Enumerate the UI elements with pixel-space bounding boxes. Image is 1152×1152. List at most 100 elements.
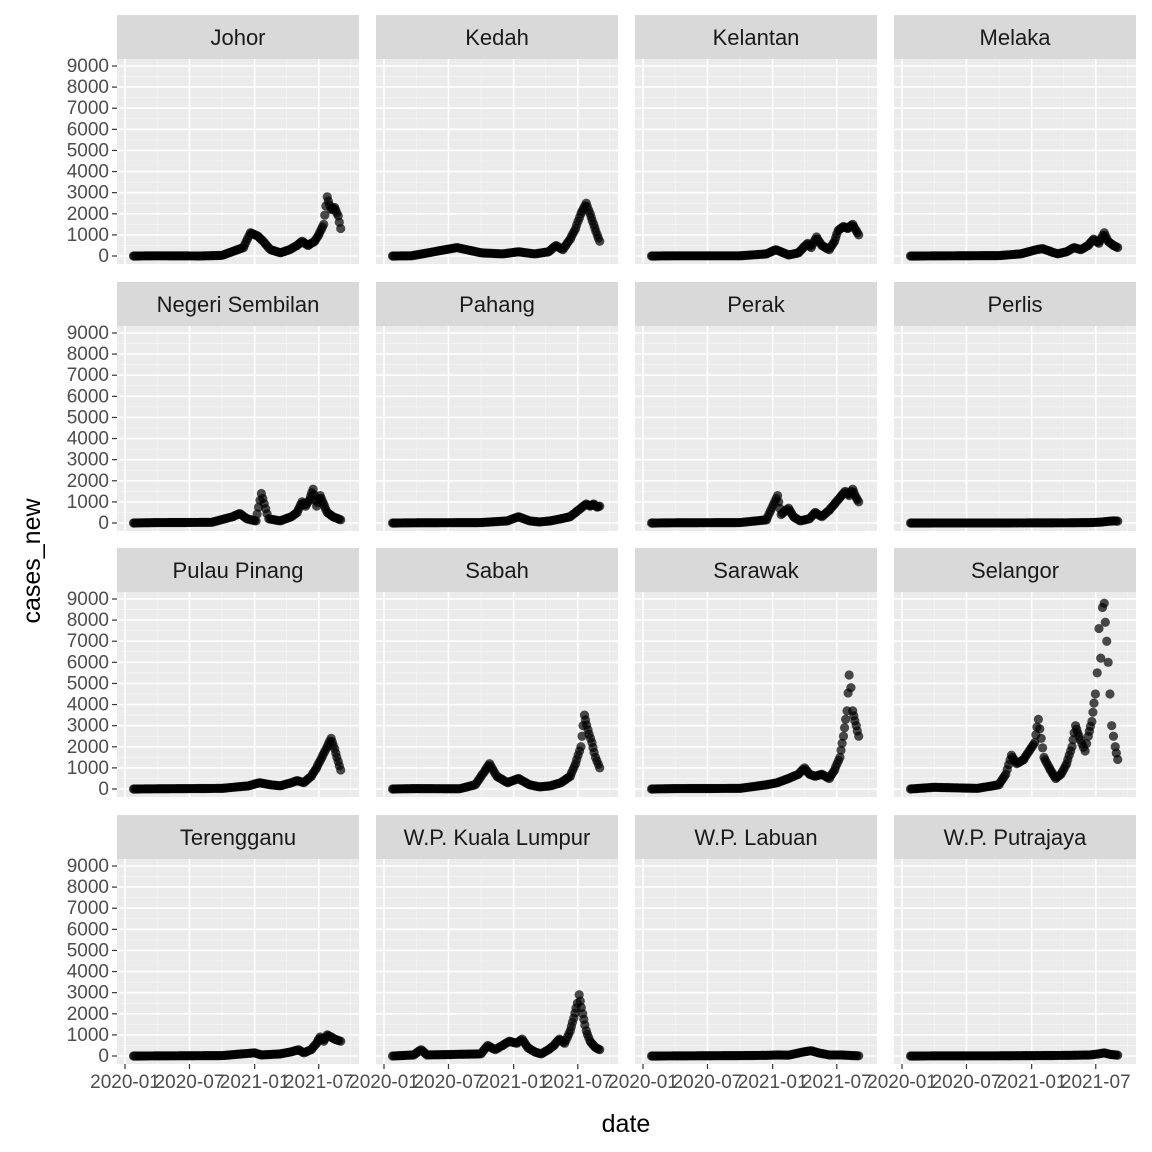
y-tick-label: 4000 <box>67 162 109 183</box>
y-tick-label: 5000 <box>67 940 109 961</box>
y-tick-label: 3000 <box>67 716 109 737</box>
facet-panel-perlis: Perlis <box>894 282 1136 531</box>
data-points <box>128 484 346 528</box>
data-points <box>387 499 605 528</box>
panel-background <box>376 592 618 797</box>
panel-background <box>635 859 877 1064</box>
y-tick-label: 2000 <box>67 471 109 492</box>
data-point <box>1080 746 1090 756</box>
data-point <box>1113 242 1123 253</box>
x-tick-label: 2020-07 <box>414 1072 484 1093</box>
panel-background <box>894 326 1136 531</box>
y-tick-label: 7000 <box>67 365 109 386</box>
x-tick-label: 2021-07 <box>1061 1072 1131 1093</box>
y-tick-label: 9000 <box>67 856 109 877</box>
y-tick-label: 8000 <box>67 610 109 631</box>
facet-strip-label: Sabah <box>465 558 529 583</box>
data-point <box>854 731 864 741</box>
y-tick-label: 2000 <box>67 1004 109 1025</box>
y-tick-label: 9000 <box>67 323 109 344</box>
data-point <box>1092 668 1102 678</box>
y-tick-label: 3000 <box>67 183 109 204</box>
y-tick-label: 3000 <box>67 983 109 1004</box>
facet-strip-label: Kedah <box>465 25 529 50</box>
facet-strip <box>376 15 618 59</box>
data-point <box>844 670 854 680</box>
data-point <box>595 1045 605 1055</box>
facet-strip <box>635 548 877 592</box>
y-tick-label: 6000 <box>67 652 109 673</box>
data-point <box>1113 754 1123 765</box>
facet-panel-sabah: Sabah <box>376 548 618 797</box>
data-point <box>251 516 261 526</box>
data-point <box>1067 742 1077 752</box>
y-tick-label: 7000 <box>67 631 109 652</box>
data-points <box>646 484 864 528</box>
x-tick-label: 2020-01 <box>349 1072 419 1093</box>
y-tick-label: 1000 <box>67 492 109 513</box>
data-points <box>646 1046 864 1061</box>
data-point <box>319 219 329 229</box>
x-tick-label: 2020-07 <box>932 1072 1002 1093</box>
y-tick-label: 9000 <box>67 589 109 610</box>
data-point <box>595 763 605 773</box>
data-point <box>1113 1050 1123 1060</box>
facet-strip-label: W.P. Putrajaya <box>944 825 1087 850</box>
facet-strip-label: Terengganu <box>180 825 296 850</box>
x-axis-title: date <box>602 1110 651 1138</box>
y-tick-label: 0 <box>98 513 109 534</box>
y-tick-label: 5000 <box>67 140 109 161</box>
facet-strip <box>635 15 877 59</box>
y-tick-label: 0 <box>98 246 109 267</box>
data-point <box>336 765 346 775</box>
data-point <box>1089 698 1099 708</box>
facet-panel-w-p-putrajaya: W.P. Putrajaya 2020-012020-072021-012021-… <box>867 815 1136 1093</box>
panel-background <box>894 859 1136 1064</box>
facet-strip <box>894 548 1136 592</box>
facet-panel-kedah: Kedah <box>376 15 618 264</box>
facet-panel-terengganu: Terengganu 010002000300040005000600070008… <box>67 815 359 1093</box>
data-points <box>387 990 605 1061</box>
data-point <box>336 1036 346 1046</box>
data-point <box>1107 721 1117 731</box>
data-points <box>905 598 1123 794</box>
facet-strip-label: Perlis <box>987 292 1042 317</box>
data-point <box>320 210 330 220</box>
data-point <box>1035 724 1045 734</box>
facet-panel-negeri-sembilan: Negeri Sembilan 0100020003000400050006000… <box>67 282 359 534</box>
data-point <box>839 723 850 733</box>
facet-panel-sarawak: Sarawak <box>635 548 877 797</box>
x-tick-label: 2020-01 <box>867 1072 937 1093</box>
y-tick-label: 7000 <box>67 98 109 119</box>
facet-strip-label: Pulau Pinang <box>173 558 304 583</box>
facet-panel-pahang: Pahang <box>376 282 618 531</box>
y-tick-label: 5000 <box>67 407 109 428</box>
data-point <box>1033 714 1043 724</box>
data-point <box>576 742 586 752</box>
data-point <box>1090 689 1101 699</box>
panel-background <box>117 592 359 797</box>
data-point <box>854 1051 864 1061</box>
x-tick-label: 2021-07 <box>802 1072 872 1093</box>
data-point <box>577 731 587 741</box>
data-point <box>1108 731 1119 741</box>
y-tick-label: 8000 <box>67 877 109 898</box>
x-tick-label: 2021-01 <box>997 1072 1067 1093</box>
data-points <box>387 198 605 261</box>
x-tick-label: 2020-07 <box>155 1072 225 1093</box>
data-points <box>128 192 346 261</box>
data-point <box>1036 733 1046 743</box>
data-point <box>595 501 605 511</box>
data-point <box>1103 657 1113 667</box>
panel-background <box>376 859 618 1064</box>
y-tick-label: 0 <box>98 779 109 800</box>
x-tick-label: 2020-07 <box>673 1072 743 1093</box>
y-tick-label: 9000 <box>67 56 109 77</box>
facet-panel-melaka: Melaka <box>894 15 1136 264</box>
facet-strip-label: Kelantan <box>713 25 800 50</box>
facet-panel-pulau-pinang: Pulau Pinang 0100020003000400050006000700… <box>67 548 359 800</box>
data-point <box>1088 707 1098 717</box>
facet-strip <box>894 282 1136 326</box>
y-axis-title: cases_new <box>18 498 46 624</box>
